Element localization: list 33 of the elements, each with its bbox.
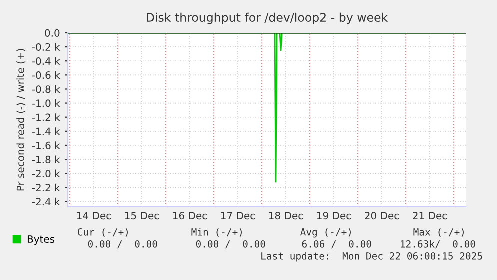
text: Cur (-/+) — [78, 228, 128, 237]
x-tick-label: 21 Dec — [413, 212, 448, 220]
y-tick-label: 0.0 — [45, 29, 60, 37]
x-tick-label: 16 Dec — [173, 212, 208, 220]
x-tick-label: 19 Dec — [317, 212, 352, 220]
text: 0.00 / 0.00 — [88, 240, 158, 249]
y-tick-label: -0.2 k — [32, 43, 60, 51]
x-tick-label: 18 Dec — [269, 212, 304, 220]
text: 0.00 / 0.00 — [196, 240, 266, 249]
text: 12.63k/ 0.00 — [401, 240, 476, 249]
x-tick-label: 15 Dec — [125, 212, 160, 220]
legend-label: Bytes — [28, 236, 55, 245]
y-tick-label: -1.2 k — [32, 114, 60, 122]
y-tick-label: -2.4 k — [32, 198, 60, 206]
y-tick-label: -2.2 k — [32, 184, 60, 192]
y-tick-label: -0.4 k — [32, 57, 60, 66]
y-tick-label: -1.0 k — [32, 100, 60, 108]
text: Min (-/+) — [192, 228, 242, 237]
y-tick-label: -0.6 k — [32, 71, 60, 80]
x-tick-label: 17 Dec — [221, 212, 256, 220]
text: Max (-/+) — [414, 228, 464, 237]
text: Last update: Mon Dec 22 06:00:15 2025 — [262, 252, 482, 262]
chart-title: Disk throughput for /dev/loop2 - by week — [147, 12, 388, 24]
x-tick-label: 14 Dec — [77, 212, 112, 220]
y-tick-label: -1.8 k — [32, 156, 60, 164]
x-tick-label: 20 Dec — [365, 212, 400, 220]
y-tick-label: -1.4 k — [32, 128, 60, 136]
y-tick-label: -0.8 k — [32, 85, 60, 94]
text: 6.06 / 0.00 — [302, 240, 372, 249]
y-tick-label: -2.0 k — [32, 170, 60, 178]
y-axis-title: Pr second read (-) / write (+) — [16, 49, 26, 191]
text: Avg (-/+) — [300, 228, 351, 238]
y-tick-label: -1.6 k — [32, 142, 60, 150]
